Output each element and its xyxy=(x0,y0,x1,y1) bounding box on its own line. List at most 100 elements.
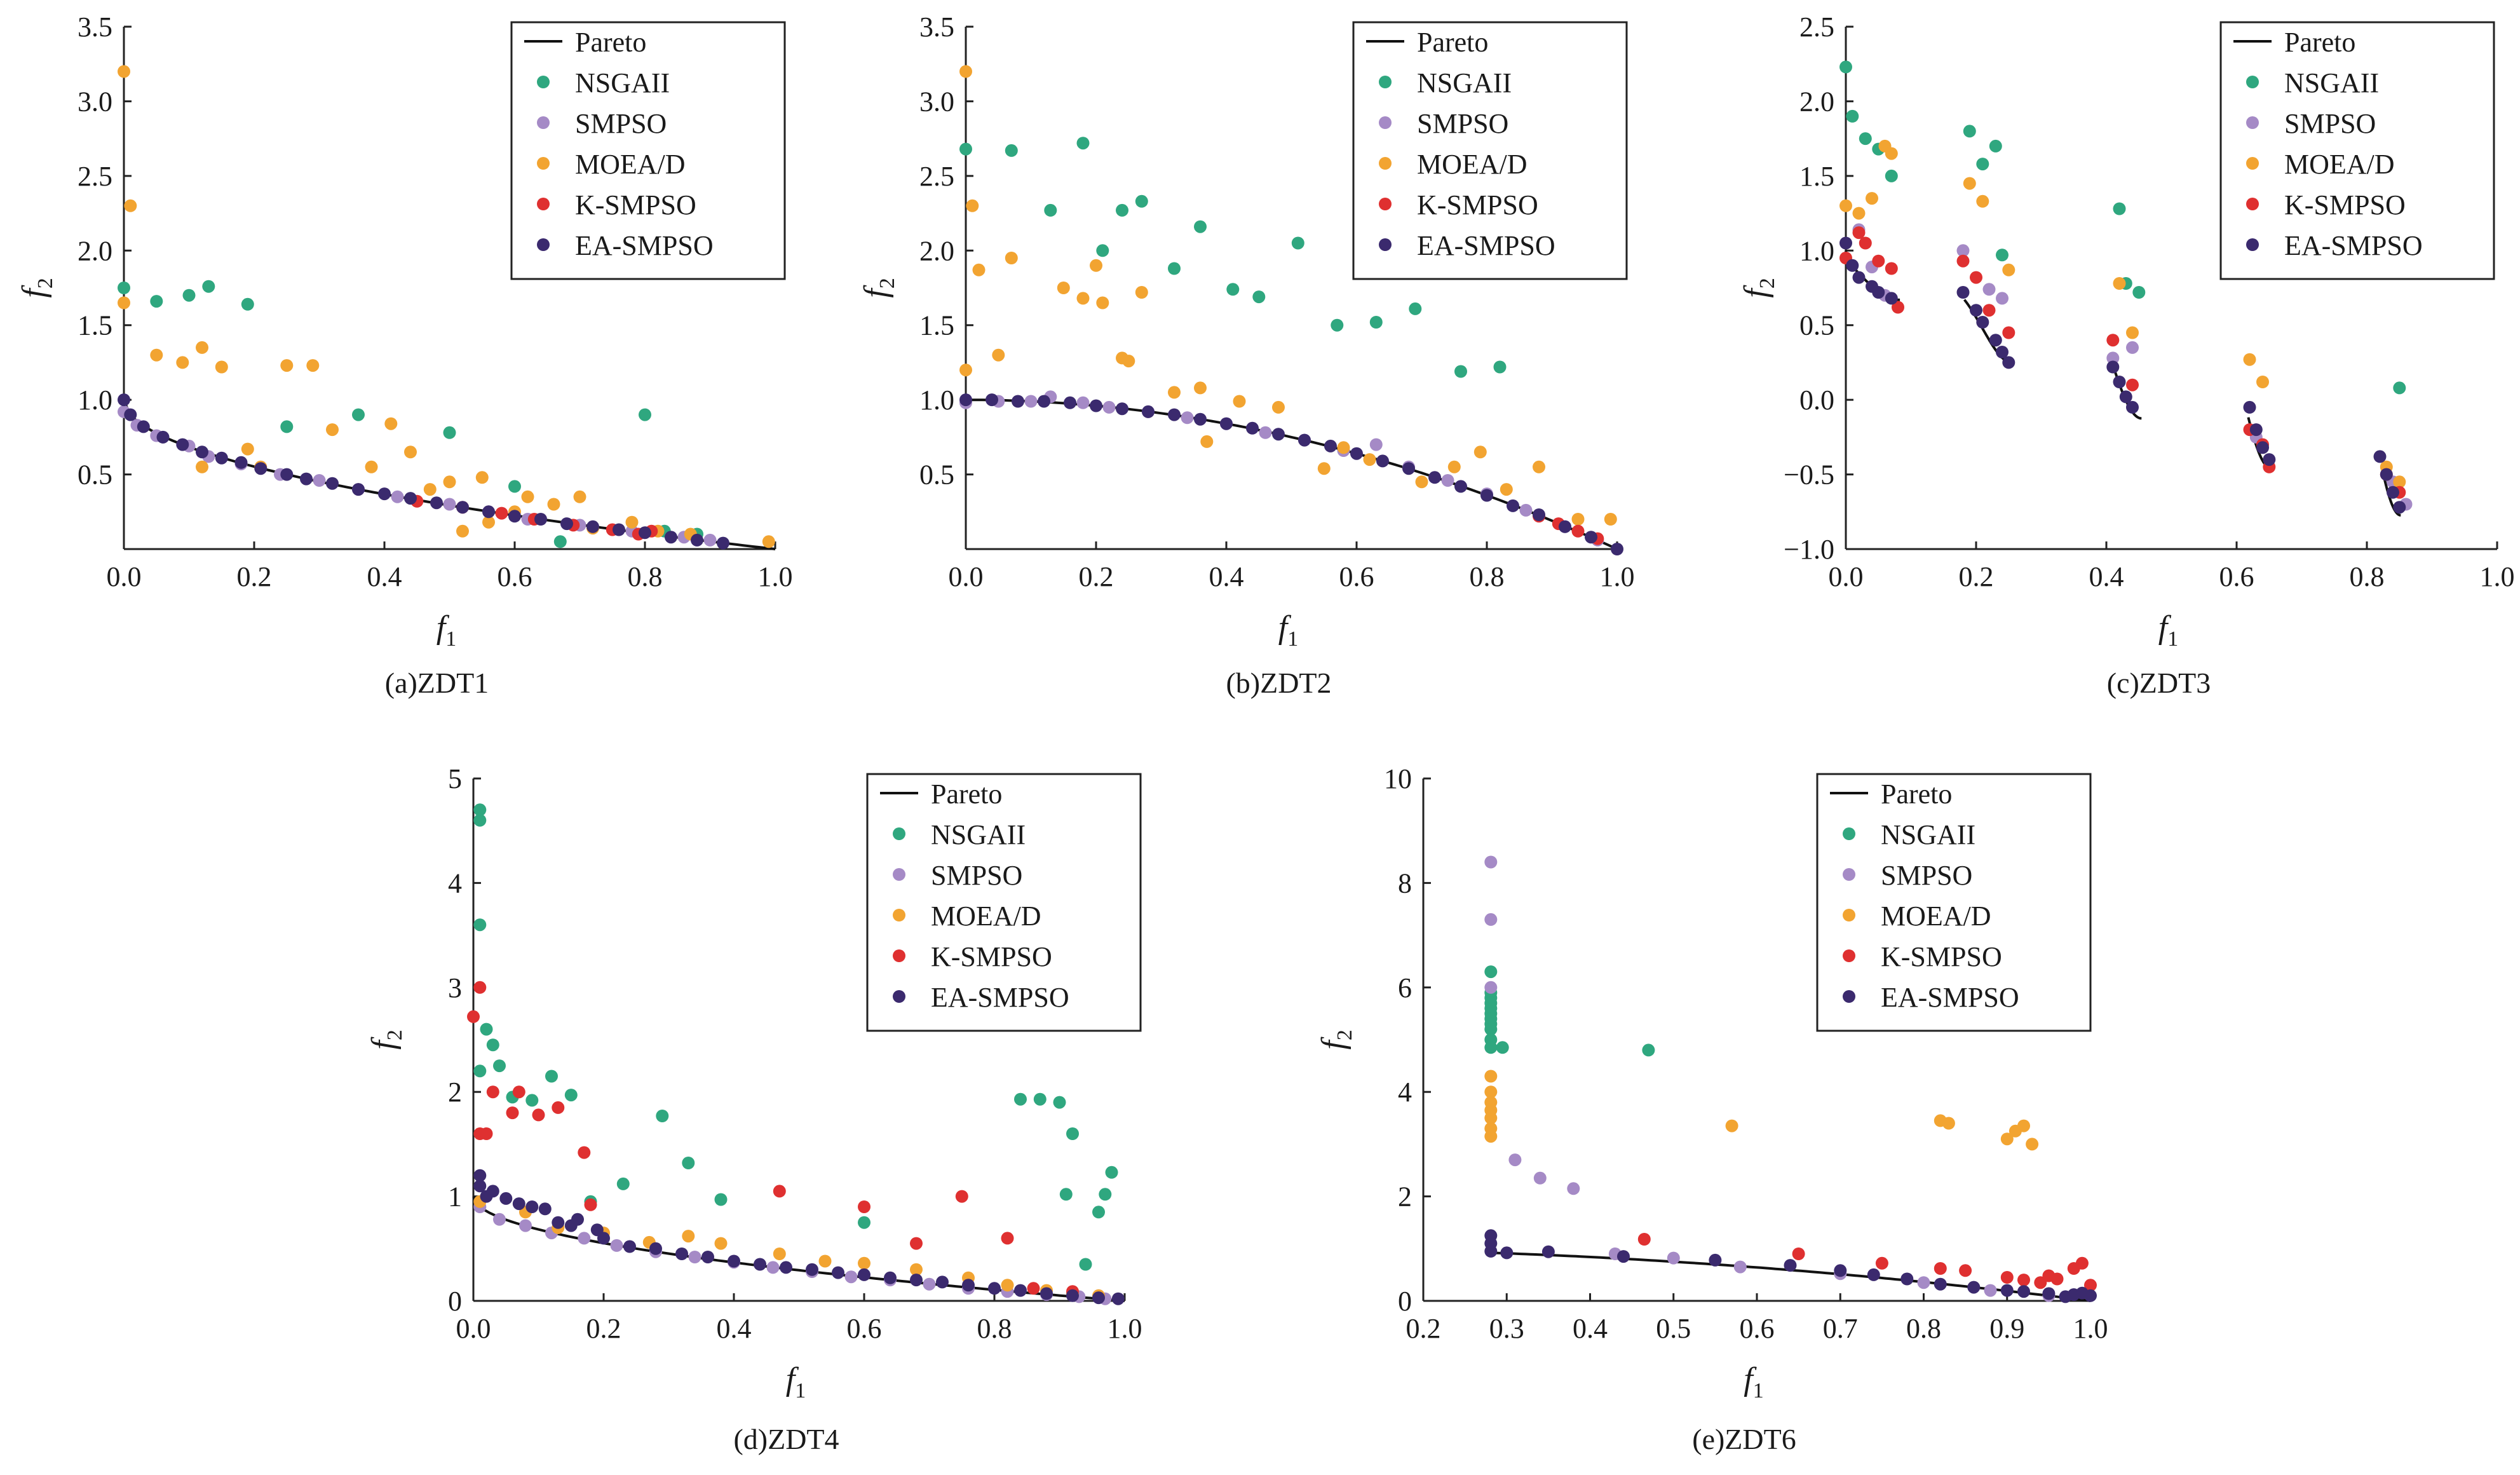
data-point xyxy=(512,1197,525,1211)
x-tick-label: 0.8 xyxy=(977,1313,1012,1344)
series-nsgaii xyxy=(1839,60,2406,395)
data-point xyxy=(1976,194,1989,208)
data-point xyxy=(1875,1256,1888,1270)
legend-label: NSGAII xyxy=(931,819,1026,850)
data-point xyxy=(1852,271,1866,284)
series-moea-d xyxy=(118,65,775,548)
y-tick-label: −0.5 xyxy=(1784,459,1834,491)
data-point xyxy=(2243,353,2256,366)
data-point xyxy=(1571,524,1585,538)
y-tick-label: 1.0 xyxy=(919,384,954,416)
legend-label: Pareto xyxy=(931,778,1002,810)
x-tick-label: 0.0 xyxy=(456,1313,491,1344)
legend-dot-swatch xyxy=(2246,157,2259,170)
data-point xyxy=(1090,259,1102,272)
legend-label: MOEA/D xyxy=(1417,149,1528,180)
y-axis-label: f2 xyxy=(16,278,57,297)
data-point xyxy=(473,1179,487,1193)
data-point xyxy=(1784,1259,1797,1272)
data-point xyxy=(1917,1276,1930,1289)
data-point xyxy=(118,296,130,309)
data-point xyxy=(1331,318,1344,332)
data-point xyxy=(1076,137,1090,150)
data-point xyxy=(508,480,521,493)
data-point xyxy=(1892,301,1904,314)
data-point xyxy=(682,1230,695,1243)
data-point xyxy=(215,451,228,465)
data-point xyxy=(2002,263,2015,276)
data-point xyxy=(639,526,651,540)
data-point xyxy=(1079,1258,1092,1271)
legend-dot-swatch xyxy=(1379,116,1392,129)
series-ea-smpso xyxy=(1484,1229,2097,1303)
data-point xyxy=(656,1110,669,1122)
data-point xyxy=(910,1274,923,1287)
data-point xyxy=(280,420,294,433)
y-tick-label: 0.5 xyxy=(1799,310,1834,341)
data-point xyxy=(1012,395,1024,408)
data-point xyxy=(1484,1130,1498,1143)
data-point xyxy=(306,359,320,372)
data-point xyxy=(844,1270,858,1284)
legend-box xyxy=(510,21,786,280)
y-tick-label: 1.0 xyxy=(78,384,112,416)
data-point xyxy=(176,356,189,369)
x-tick-label: 0.6 xyxy=(2219,561,2254,592)
data-point xyxy=(196,445,208,459)
data-point xyxy=(1541,1245,1555,1258)
x-tick-label: 0.2 xyxy=(1406,1313,1441,1344)
data-point xyxy=(573,490,586,503)
data-point xyxy=(1872,254,1885,268)
data-point xyxy=(992,348,1005,362)
legend-label: MOEA/D xyxy=(1881,901,1991,932)
data-point xyxy=(2126,326,2139,339)
x-tick-label: 0.8 xyxy=(1906,1313,1941,1344)
y-tick-label: 1.5 xyxy=(919,310,954,341)
data-point xyxy=(384,417,398,430)
data-point xyxy=(2113,202,2126,215)
legend-label: SMPSO xyxy=(1417,108,1508,139)
data-point xyxy=(508,510,521,523)
data-point xyxy=(456,501,469,514)
x-axis-label-sub: 1 xyxy=(445,627,456,651)
data-point xyxy=(910,1237,923,1250)
data-point xyxy=(538,1202,552,1216)
data-point xyxy=(1402,462,1415,475)
x-tick-label: 0.9 xyxy=(1989,1313,2024,1344)
data-point xyxy=(714,1193,728,1206)
data-point xyxy=(1014,1092,1027,1106)
data-point xyxy=(1604,513,1617,526)
data-point xyxy=(959,142,972,156)
data-point xyxy=(1967,1281,1981,1294)
y-tick-label: 2.5 xyxy=(78,161,112,192)
data-point xyxy=(118,282,130,294)
data-point xyxy=(202,280,215,293)
data-point xyxy=(1454,365,1467,378)
data-point xyxy=(2084,1289,2097,1302)
data-point xyxy=(137,420,150,433)
legend: Pareto NSGAII SMPSO MOEA/D K-SMPSO EA-SMPSO xyxy=(2219,21,2495,280)
data-point xyxy=(1484,1111,1498,1125)
data-point xyxy=(150,295,163,308)
x-tick-label: 0.2 xyxy=(237,561,272,592)
x-tick-label: 1.0 xyxy=(2073,1313,2108,1344)
data-point xyxy=(486,1185,499,1198)
data-point xyxy=(959,364,972,377)
legend-label: EA-SMPSO xyxy=(2284,230,2423,261)
data-point xyxy=(1982,304,1996,317)
data-point xyxy=(1834,1264,1847,1277)
legend-label: Pareto xyxy=(1417,27,1488,58)
x-tick-label: 0.4 xyxy=(2089,561,2124,592)
legend-dot-swatch xyxy=(893,990,905,1003)
y-axis-label: f2 xyxy=(1738,278,1779,297)
x-tick-label: 0.3 xyxy=(1489,1313,1524,1344)
data-point xyxy=(1852,226,1866,240)
data-point xyxy=(1637,1233,1651,1246)
legend-dot-swatch xyxy=(537,157,550,170)
data-point xyxy=(1970,271,1982,284)
data-point xyxy=(884,1271,897,1284)
data-point xyxy=(1484,913,1498,926)
legend-label: Pareto xyxy=(575,27,646,58)
data-point xyxy=(1454,480,1467,493)
data-point xyxy=(1350,447,1363,460)
